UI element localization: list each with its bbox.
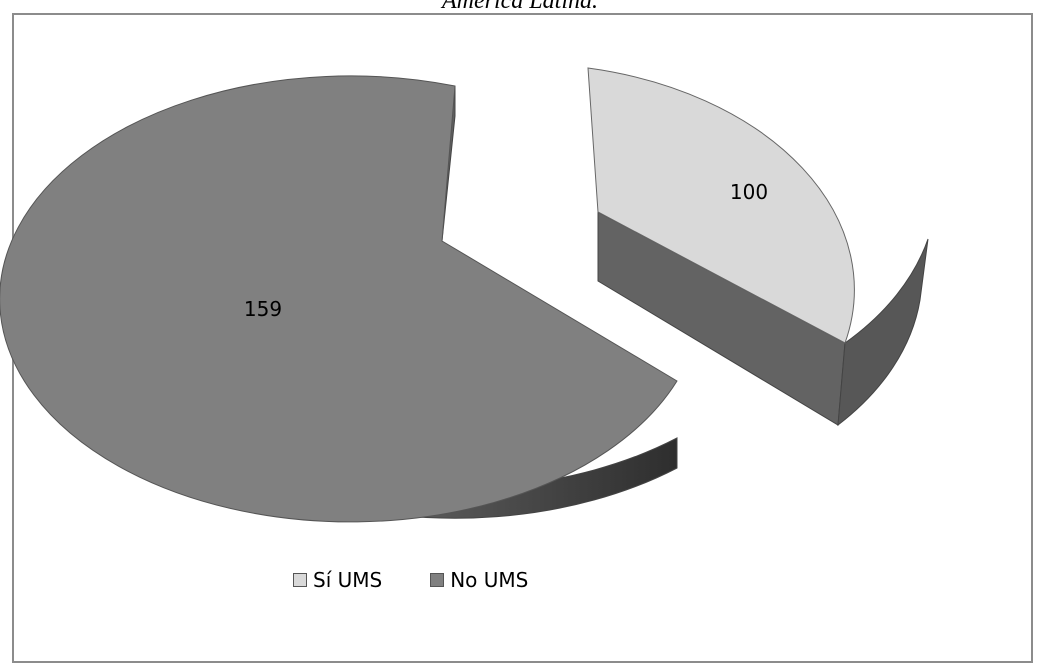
legend-label-no-ums: No UMS xyxy=(450,568,529,592)
slice-si-ums xyxy=(587,67,855,344)
legend-item-no-ums: No UMS xyxy=(430,568,528,592)
legend-item-si-ums: Sí UMS xyxy=(293,568,382,592)
legend-swatch-no-ums xyxy=(430,573,445,587)
slice-group-no-ums xyxy=(0,75,678,523)
legend: Sí UMS No UMS xyxy=(293,568,576,592)
slice-group-si-ums xyxy=(587,67,929,427)
data-label-si-ums: 100 xyxy=(730,180,768,204)
slice-side-si-ums xyxy=(837,238,929,427)
slice-no-ums xyxy=(0,75,678,523)
data-label-no-ums: 159 xyxy=(244,297,282,321)
legend-label-si-ums: Sí UMS xyxy=(313,568,383,592)
legend-swatch-si-ums xyxy=(293,573,307,587)
chart-caption: América Latina. xyxy=(442,0,598,14)
